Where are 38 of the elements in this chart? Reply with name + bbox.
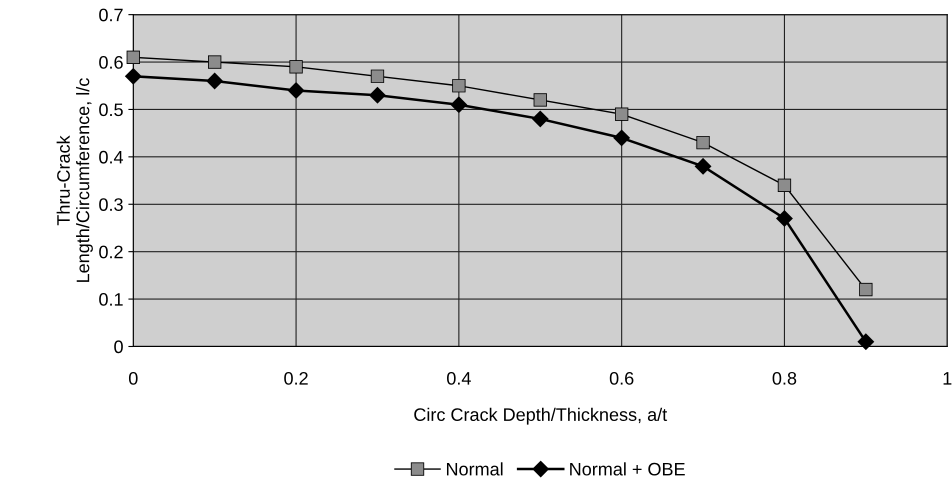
y-tick-label: 0.7 <box>99 8 123 22</box>
x-tick-label: 0.2 <box>284 372 308 385</box>
y-tick-label: 0.4 <box>99 150 124 164</box>
y-tick-label: 0.5 <box>99 103 123 116</box>
point <box>778 178 792 192</box>
point <box>125 68 142 85</box>
legend-label: Normal + OBE <box>570 462 685 476</box>
point <box>859 282 873 296</box>
x-tick-label: 0.8 <box>772 372 796 385</box>
y-tick-label: 0.2 <box>99 246 123 258</box>
point <box>534 93 547 107</box>
point <box>614 108 628 121</box>
point <box>370 70 384 83</box>
y-tick-label: 0 <box>114 340 123 354</box>
y-tick-label: 0.6 <box>99 56 123 69</box>
y-tick-label: 0.1 <box>99 293 123 306</box>
point <box>369 86 386 104</box>
point <box>452 79 466 92</box>
point <box>208 55 222 69</box>
point <box>206 72 223 90</box>
x-tick-label: 0.4 <box>447 372 471 385</box>
y-tick-label: 0.3 <box>99 198 123 211</box>
point <box>450 96 468 113</box>
point <box>694 158 712 175</box>
point <box>696 136 710 150</box>
point <box>532 110 549 128</box>
legend-label: Normal <box>446 462 502 476</box>
point <box>613 130 630 146</box>
x-tick-label: 0 <box>128 372 138 385</box>
point <box>126 50 140 64</box>
y-axis-title: Thru-Crack Length/Circumference, l/c <box>56 78 93 282</box>
x-tick-label: 0.6 <box>610 372 634 385</box>
x-axis-title: Circ Crack Depth/Thickness, a/t <box>414 408 668 425</box>
point <box>776 210 793 227</box>
point <box>858 333 874 350</box>
x-tick-label: 1 <box>944 372 952 385</box>
point <box>289 60 303 74</box>
point <box>288 82 304 99</box>
